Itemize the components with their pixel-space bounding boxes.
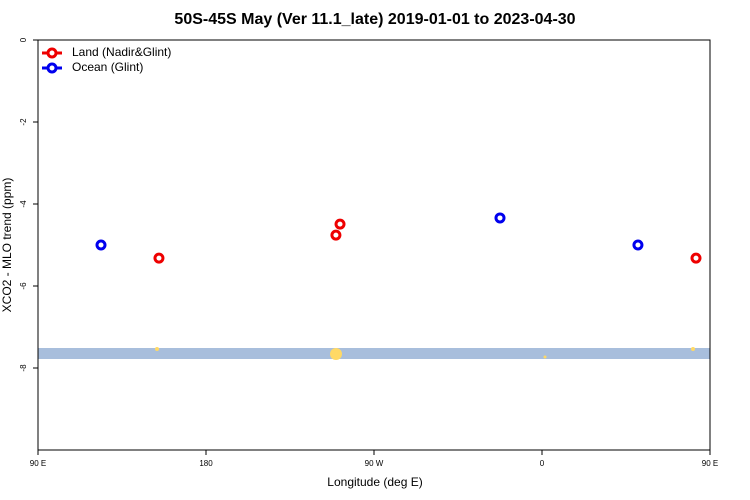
y-tick-label: 0 xyxy=(19,37,28,42)
point xyxy=(632,239,644,251)
legend-label: Land (Nadir&Glint) xyxy=(72,45,171,59)
land-dot xyxy=(543,355,547,359)
y-tick-label: -8 xyxy=(19,364,28,372)
chart-title: 50S-45S May (Ver 11.1_late) 2019-01-01 t… xyxy=(174,11,575,28)
land-strip xyxy=(38,348,710,359)
x-axis-label: Longitude (deg E) xyxy=(327,475,422,489)
point xyxy=(95,239,107,251)
point xyxy=(690,252,702,264)
x-tick-label: 90 W xyxy=(365,459,384,468)
point xyxy=(330,229,342,241)
land-dot xyxy=(691,347,695,351)
x-tick-label: 90 E xyxy=(702,459,718,468)
x-tick-label: 0 xyxy=(540,459,545,468)
land-dot xyxy=(330,348,342,360)
legend-marker xyxy=(46,47,58,59)
legend-label: Ocean (Glint) xyxy=(72,60,143,74)
x-tick-label: 180 xyxy=(199,459,213,468)
point xyxy=(334,218,346,230)
land-dot xyxy=(155,347,159,351)
point xyxy=(153,252,165,264)
y-tick-label: -2 xyxy=(19,118,28,126)
legend-marker xyxy=(46,62,58,74)
point xyxy=(494,212,506,224)
y-tick-label: -6 xyxy=(19,282,28,290)
y-tick-label: -4 xyxy=(19,200,28,208)
x-tick-label: 90 E xyxy=(30,459,46,468)
y-axis-label: XCO2 - MLO trend (ppm) xyxy=(0,178,14,313)
plot-frame xyxy=(37,39,711,451)
